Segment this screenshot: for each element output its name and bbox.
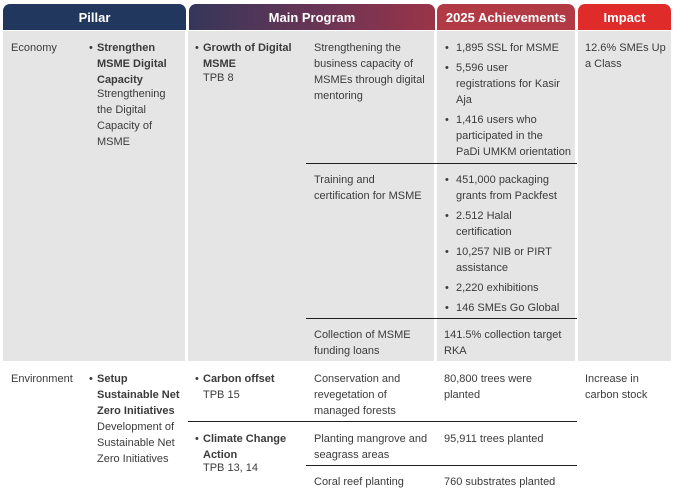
achievement-env-1: 80,800 trees were planted [444, 373, 533, 401]
bullet: • [195, 42, 199, 54]
achievements-econ-2: 451,000 packaging grants from Packfest 2… [444, 172, 576, 320]
program-title-economy: Growth of Digital MSME [203, 42, 292, 70]
initiative-description-economy: Strengthening the Digital Capacity of MS… [97, 88, 166, 148]
program-tpb-carbon: TPB 15 [203, 389, 240, 401]
achievement-item: 5,596 user registrations for Kasir Aja [444, 60, 576, 108]
row-divider [306, 163, 577, 164]
header-impact: Impact [578, 4, 671, 30]
column-gutter [575, 31, 578, 495]
program-title-climate: Climate Change Action [203, 433, 287, 461]
column-gutter [185, 31, 188, 495]
achievement-item: 2.512 Halal certification [444, 208, 576, 240]
achievement-item: 10,257 NIB or PIRT assistance [444, 244, 576, 276]
achievement-env-3: 760 substrates planted [444, 476, 556, 488]
bullet: • [89, 373, 93, 385]
program-tpb-economy: TPB 8 [203, 72, 234, 84]
achievement-item: 2,220 exhibitions [444, 280, 576, 296]
activity-econ-3: Collection of MSME funding loans [314, 329, 411, 357]
impact-environment: Increase in carbon stock [585, 373, 648, 401]
achievement-econ-3: 141.5% collection target RKA [444, 329, 562, 357]
impact-economy: 12.6% SMEs Up a Class [585, 42, 666, 70]
environment-section [3, 362, 671, 495]
header-main-program: Main Program [189, 4, 435, 30]
activity-env-2: Planting mangrove and seagrass areas [314, 433, 428, 461]
program-title-carbon: Carbon offset [203, 373, 275, 385]
row-divider [306, 465, 577, 466]
initiative-description-environment: Development of Sustainable Net Zero Init… [97, 421, 175, 465]
achievement-item: 1,416 users who participated in the PaDi… [444, 112, 576, 160]
achievement-env-2: 95,911 trees planted [444, 433, 544, 445]
bullet: • [195, 433, 199, 445]
pillar-environment: Environment [11, 373, 73, 385]
achievements-econ-1: 1,895 SSL for MSME 5,596 user registrati… [444, 40, 576, 164]
column-gutter [434, 31, 437, 495]
bullet: • [195, 373, 199, 385]
achievement-item: 451,000 packaging grants from Packfest [444, 172, 576, 204]
achievement-item: 146 SMEs Go Global [444, 300, 576, 316]
activity-env-3: Coral reef planting [314, 476, 404, 488]
bullet: • [89, 42, 93, 54]
initiative-title-environment: Setup Sustainable Net Zero Initiatives [97, 373, 180, 417]
header-achievements: 2025 Achievements [437, 4, 575, 30]
activity-econ-2: Training and certification for MSME [314, 174, 422, 202]
activity-env-1: Conservation and revegetation of managed… [314, 373, 401, 417]
header-pillar: Pillar [3, 4, 186, 30]
achievement-item: 1,895 SSL for MSME [444, 40, 576, 56]
row-divider [188, 421, 577, 422]
program-tpb-climate: TPB 13, 14 [203, 462, 259, 474]
activity-econ-1: Strengthening the business capacity of M… [314, 42, 425, 102]
row-divider [306, 318, 577, 319]
pillar-economy: Economy [11, 42, 57, 54]
initiative-title-economy: Strengthen MSME Digital Capacity [97, 42, 167, 86]
